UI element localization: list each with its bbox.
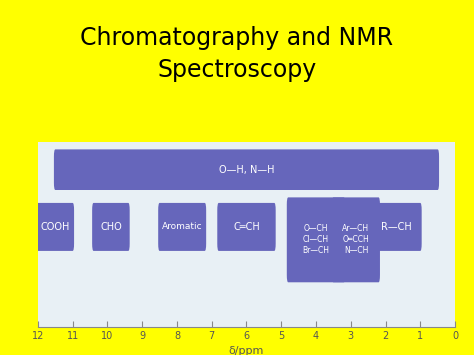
FancyBboxPatch shape	[217, 203, 276, 251]
Text: COOH: COOH	[41, 222, 70, 232]
Text: CHO: CHO	[100, 222, 122, 232]
Text: Aromatic: Aromatic	[162, 223, 202, 231]
Text: Chromatography and NMR
Spectroscopy: Chromatography and NMR Spectroscopy	[81, 26, 393, 82]
FancyBboxPatch shape	[370, 203, 422, 251]
FancyBboxPatch shape	[158, 203, 206, 251]
Text: Ar—CH
O═CCH
N—CH: Ar—CH O═CCH N—CH	[342, 224, 370, 256]
FancyBboxPatch shape	[92, 203, 130, 251]
FancyBboxPatch shape	[36, 203, 74, 251]
Text: O—CH
Cl—CH
Br—CH: O—CH Cl—CH Br—CH	[302, 224, 329, 256]
Text: R—CH: R—CH	[381, 222, 411, 232]
FancyBboxPatch shape	[287, 197, 345, 282]
Text: C═CH: C═CH	[233, 222, 260, 232]
FancyBboxPatch shape	[54, 149, 439, 190]
X-axis label: δ/ppm: δ/ppm	[229, 346, 264, 355]
FancyBboxPatch shape	[332, 197, 380, 282]
Text: O—H, N—H: O—H, N—H	[219, 165, 274, 175]
